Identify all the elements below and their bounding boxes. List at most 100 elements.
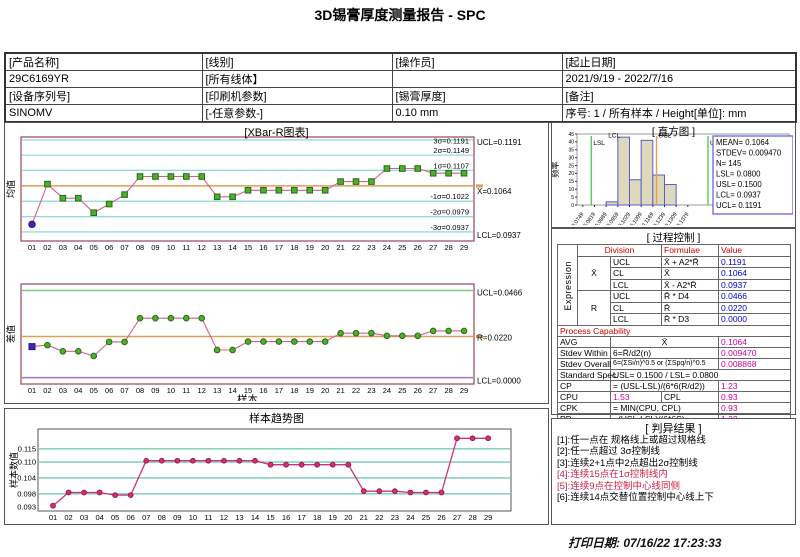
histogram-chart: 051015202530354045LSLLCLUCLUSL0.07490.08… — [552, 132, 793, 225]
svg-text:26: 26 — [437, 513, 445, 522]
value-cell: 0.0937 — [718, 278, 792, 291]
cap-label: Stdev Overall — [557, 357, 611, 370]
value-cell: 0.0000 — [718, 313, 792, 326]
svg-text:29: 29 — [484, 513, 492, 522]
device-serial-label: [设备序列号] — [4, 87, 203, 105]
svg-text:0: 0 — [571, 203, 574, 209]
svg-text:0.093: 0.093 — [17, 503, 36, 512]
svg-text:23: 23 — [367, 386, 375, 395]
svg-text:26: 26 — [414, 386, 422, 395]
svg-text:14: 14 — [228, 386, 236, 395]
xbar-r-section-title: [XBar-R图表] — [244, 127, 309, 139]
cap-label: CPK — [557, 401, 611, 414]
value-cell: 0.008868 — [718, 357, 792, 370]
svg-text:05: 05 — [90, 243, 98, 252]
svg-text:15: 15 — [266, 513, 274, 522]
svg-text:25: 25 — [568, 163, 574, 169]
svg-text:09: 09 — [151, 243, 159, 252]
remark-value: 序号: 1 / 所有样本 / Height[单位]: mm — [561, 104, 797, 123]
paste-thickness-label: [锡膏厚度] — [391, 87, 563, 105]
svg-text:08: 08 — [158, 513, 166, 522]
svg-text:01: 01 — [28, 386, 36, 395]
avg-row: AVG X̄ 0.1064 — [557, 335, 792, 348]
svg-text:-1σ=0.1022: -1σ=0.1022 — [430, 192, 469, 201]
svg-text:22: 22 — [375, 513, 383, 522]
svg-text:18: 18 — [290, 243, 298, 252]
svg-text:频率: 频率 — [552, 162, 560, 178]
svg-text:07: 07 — [120, 386, 128, 395]
r-lcl-row: LCL R̄ * D3 0.0000 — [558, 313, 792, 326]
svg-text:22: 22 — [352, 243, 360, 252]
svg-text:LCL= 0.0937: LCL= 0.0937 — [716, 191, 761, 200]
svg-text:21: 21 — [360, 513, 368, 522]
svg-text:11: 11 — [182, 386, 190, 395]
pc-header-row: Expression Division Formulae Value — [557, 244, 792, 325]
process-control-table: Expression Division Formulae Value X̄ UC… — [556, 244, 792, 447]
svg-text:10: 10 — [189, 513, 197, 522]
svg-text:09: 09 — [173, 513, 181, 522]
svg-text:13: 13 — [213, 243, 221, 252]
line-value: [所有线体】 — [201, 70, 393, 88]
svg-text:N= 145: N= 145 — [716, 159, 742, 168]
histogram-section-title: [ 直方图 ] — [651, 126, 696, 138]
trend-section: 0.093 0.098 0.104 0.110 0.115 01 02 03 04 05 06 07 0… — [4, 408, 549, 525]
svg-text:03: 03 — [59, 243, 67, 252]
svg-text:UCL= 0.1191: UCL= 0.1191 — [716, 201, 762, 210]
trend-chart: 0.093 0.098 0.104 0.110 0.115 01 02 03 04 05 06 07 0… — [8, 428, 512, 522]
svg-text:14: 14 — [251, 513, 259, 522]
svg-text:27: 27 — [453, 513, 461, 522]
svg-text:16: 16 — [282, 513, 290, 522]
standard-spec-row: Standard Spec. USL= 0.1500 / LSL= 0.0800 — [557, 368, 792, 381]
svg-text:24: 24 — [406, 513, 414, 522]
formula-cell: X̄ — [609, 335, 720, 348]
xbar-r-chart: 3σ=0.1191 UCL=0.1191 2σ=0.1149 1σ=0.1107 X=0… — [5, 136, 523, 401]
svg-text:11: 11 — [205, 513, 213, 522]
formula-cell: USL= 0.1500 / LSL= 0.0800 — [609, 368, 792, 381]
histogram-section: 051015202530354045LSLLCLUCLUSL0.07490.08… — [551, 122, 796, 228]
capability-header-row: Process Capability — [556, 324, 792, 337]
svg-text:06: 06 — [127, 513, 135, 522]
capability-header: Process Capability — [556, 324, 792, 337]
svg-text:28: 28 — [444, 243, 452, 252]
svg-text:1σ=0.1107: 1σ=0.1107 — [433, 161, 469, 170]
svg-text:20: 20 — [568, 171, 574, 177]
cap-label: Standard Spec. — [557, 368, 619, 381]
svg-text:29: 29 — [460, 386, 468, 395]
formula-cell: R̄ * D4 — [661, 290, 720, 303]
svg-text:30: 30 — [568, 155, 574, 161]
cap-label: Stdev Within — [557, 346, 611, 359]
value-cell: 0.0220 — [718, 301, 792, 314]
cap-label: CPU — [557, 390, 611, 403]
svg-text:35: 35 — [568, 148, 574, 154]
svg-text:15: 15 — [244, 386, 252, 395]
svg-text:03: 03 — [59, 386, 67, 395]
svg-text:26: 26 — [414, 243, 422, 252]
limit-label: CL — [609, 267, 663, 280]
process-control-section-title: [ 过程控制 ] — [646, 232, 701, 244]
date-range-label: [起止日期] — [561, 52, 797, 71]
svg-text:25: 25 — [398, 386, 406, 395]
svg-text:UCL=0.1191: UCL=0.1191 — [477, 138, 522, 147]
svg-text:24: 24 — [383, 386, 391, 395]
value-cell: 1.53 — [609, 390, 663, 403]
svg-text:23: 23 — [391, 513, 399, 522]
limit-label: LCL — [609, 313, 663, 326]
svg-text:16: 16 — [259, 386, 267, 395]
svg-text:22: 22 — [352, 386, 360, 395]
judgment-item: [6]:连续14点交替位置控制中心线上下 — [557, 492, 714, 504]
svg-text:25: 25 — [398, 243, 406, 252]
svg-text:03: 03 — [80, 513, 88, 522]
print-date: 打印日期: 07/16/22 17:23:33 — [568, 536, 722, 550]
stdev-within-row: Stdev Within 6=R̄/d2(n) 0.009470 — [557, 346, 792, 359]
svg-text:10: 10 — [568, 187, 574, 193]
printer-params-value: [-任意参数-] — [201, 104, 393, 123]
svg-text:18: 18 — [290, 386, 298, 395]
svg-text:04: 04 — [95, 513, 103, 522]
trend-section-title: 样本趋势图 — [249, 413, 304, 425]
value-cell: 0.1191 — [718, 255, 792, 268]
formula-cell: = (USL-LSL)/(6*6(R/d2)) — [609, 379, 720, 392]
value-header: Value — [718, 244, 792, 257]
svg-text:04: 04 — [74, 243, 82, 252]
value-cell: 0.0466 — [718, 290, 792, 303]
svg-text:均值: 均值 — [5, 180, 16, 198]
